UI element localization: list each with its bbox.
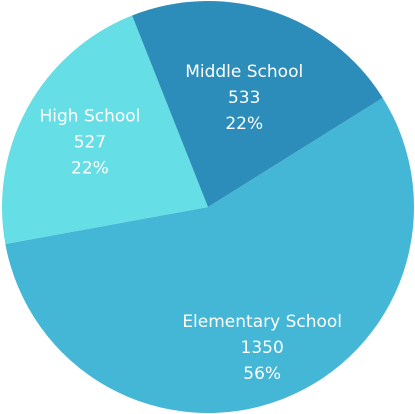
slice-label-value: 527 <box>74 133 106 153</box>
slice-label-name: Middle School <box>185 62 303 82</box>
pie-slice-middle-school <box>132 1 383 208</box>
slice-label-value: 1350 <box>241 338 284 358</box>
slice-label-name: High School <box>39 107 140 127</box>
pie-labels: Elementary School 1350 56% High School 527 22… <box>39 62 342 384</box>
slice-label-value: 533 <box>228 88 260 108</box>
pie-slice-elementary-school <box>5 97 414 414</box>
slice-label-name: Elementary School <box>182 312 342 332</box>
slice-label-percent: 22% <box>225 114 263 134</box>
slice-label-percent: 22% <box>71 159 109 179</box>
slice-label-percent: 56% <box>243 364 281 384</box>
pie-slice-high-school <box>1 15 209 244</box>
